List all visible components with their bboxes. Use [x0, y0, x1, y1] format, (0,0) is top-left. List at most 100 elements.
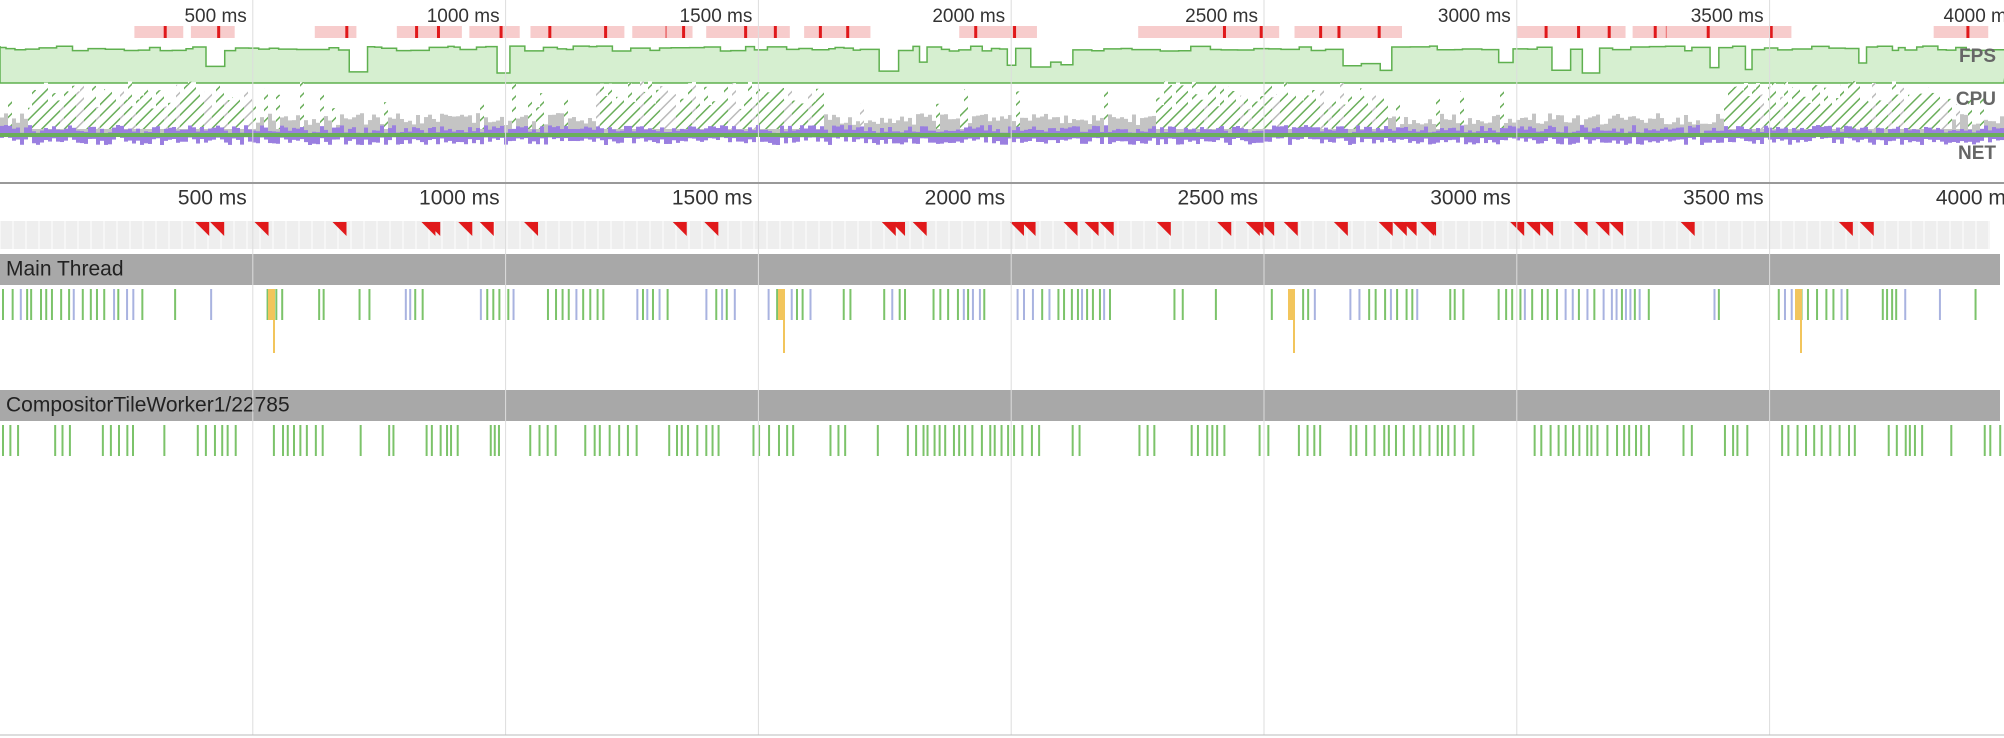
cpu-painting: [544, 133, 548, 137]
overview-tick-label: 1500 ms: [680, 6, 753, 27]
cpu-idle: [1524, 117, 1528, 137]
cpu-painting: [336, 133, 340, 137]
cpu-idle: [1656, 113, 1660, 137]
cpu-idle: [1588, 117, 1592, 137]
cpu-painting: [260, 133, 264, 137]
cpu-painting: [1264, 133, 1268, 137]
cpu-rendering: [1684, 132, 1688, 145]
event: [45, 289, 48, 320]
cpu-raster: [1320, 88, 1324, 129]
cpu-painting: [288, 133, 292, 137]
event: [132, 289, 135, 320]
event: [1098, 289, 1101, 320]
cpu-painting: [832, 133, 836, 137]
cpu-idle: [1100, 117, 1104, 137]
cpu-rendering: [1636, 132, 1640, 145]
cpu-painting: [1812, 133, 1816, 137]
dropped-frame: [1609, 222, 1624, 236]
event: [1108, 289, 1111, 320]
event: [666, 289, 669, 320]
cpu-idle: [468, 115, 472, 137]
cpu-rendering: [8, 125, 12, 138]
cpu-raster: [1836, 98, 1840, 129]
cpu-idle: [272, 120, 276, 137]
cpu-rendering: [328, 132, 332, 145]
cpu-painting: [1632, 133, 1636, 137]
cpu-rendering: [1628, 131, 1632, 144]
cpu-painting: [1112, 133, 1116, 137]
cpu-painting: [252, 133, 256, 137]
event: [1449, 289, 1452, 320]
event: [1453, 425, 1456, 456]
cpu-raster: [1840, 84, 1844, 129]
cpu-raster: [816, 88, 820, 129]
cpu-painting: [1240, 133, 1244, 137]
event: [1682, 425, 1685, 456]
event: [1796, 425, 1799, 456]
cpu-raster: [684, 103, 688, 129]
cpu-raster: [1156, 97, 1160, 129]
cpu-rendering: [276, 131, 280, 144]
cpu-rendering: [320, 126, 324, 139]
cpu-rendering: [144, 131, 148, 144]
cpu-rendering: [1828, 125, 1832, 138]
cpu-rendering: [936, 131, 940, 144]
cpu-painting: [1992, 133, 1996, 137]
event: [1886, 289, 1889, 320]
dropped-frame: [524, 222, 539, 236]
cpu-raster: [1924, 93, 1928, 129]
cpu-painting: [880, 133, 884, 137]
cpu-painting: [1084, 133, 1088, 137]
cpu-rendering: [316, 132, 320, 145]
long-frame-marker: [682, 26, 686, 38]
cpu-rendering: [400, 131, 404, 144]
cpu-painting: [1152, 133, 1156, 137]
cpu-painting: [672, 133, 676, 137]
cpu-painting: [568, 133, 572, 137]
cpu-raster: [724, 85, 728, 129]
cpu-idle: [880, 117, 884, 137]
cpu-painting: [1764, 133, 1768, 137]
cpu-idle: [444, 114, 448, 137]
cpu-idle: [1484, 123, 1488, 137]
cpu-raster: [200, 96, 204, 129]
cpu-painting: [212, 133, 216, 137]
event: [141, 289, 144, 320]
cpu-raster: [1808, 102, 1812, 129]
cpu-rendering: [1144, 131, 1148, 144]
cpu-painting: [1972, 133, 1976, 137]
cpu-painting: [1296, 133, 1300, 137]
cpu-raster: [536, 107, 540, 129]
cpu-idle: [1976, 123, 1980, 137]
cpu-painting: [1008, 133, 1012, 137]
cpu-idle: [1952, 119, 1956, 137]
event: [1297, 425, 1300, 456]
cpu-rendering: [992, 131, 996, 144]
cpu-rendering: [104, 132, 108, 145]
cpu-idle: [1732, 122, 1736, 137]
event: [1091, 289, 1094, 320]
cpu-painting: [1948, 133, 1952, 137]
cpu-rendering: [36, 132, 40, 145]
cpu-idle: [884, 122, 888, 137]
cpu-painting: [1212, 133, 1216, 137]
cpu-painting: [1584, 133, 1588, 137]
event: [1571, 289, 1574, 320]
cpu-painting: [948, 133, 952, 137]
cpu-raster: [1816, 85, 1820, 129]
cpu-idle: [456, 116, 460, 137]
cpu-raster: [1948, 98, 1952, 129]
cpu-painting: [1744, 133, 1748, 137]
cpu-rendering: [616, 131, 620, 144]
cpu-painting: [72, 133, 76, 137]
cpu-painting: [500, 133, 504, 137]
cpu-rendering: [980, 125, 984, 138]
cpu-idle: [304, 120, 308, 137]
event: [1511, 289, 1514, 320]
event: [68, 289, 71, 320]
long-frame-marker: [604, 26, 608, 38]
cpu-idle: [1884, 123, 1888, 137]
cpu-painting: [2000, 133, 2004, 137]
cpu-painting: [868, 133, 872, 137]
cpu-painting: [404, 133, 408, 137]
